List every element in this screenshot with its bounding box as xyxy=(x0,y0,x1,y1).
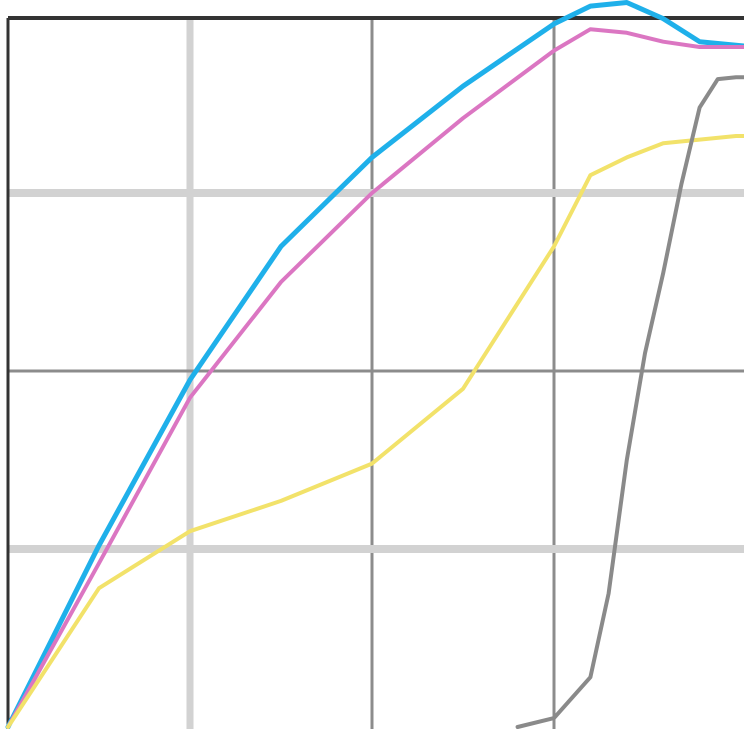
series-line-4 xyxy=(515,75,744,729)
chart-series-group xyxy=(5,0,744,729)
series-line-1 xyxy=(5,0,744,729)
series-line-2 xyxy=(6,27,744,729)
series-line-3 xyxy=(6,134,744,729)
chart-grid xyxy=(6,16,744,729)
